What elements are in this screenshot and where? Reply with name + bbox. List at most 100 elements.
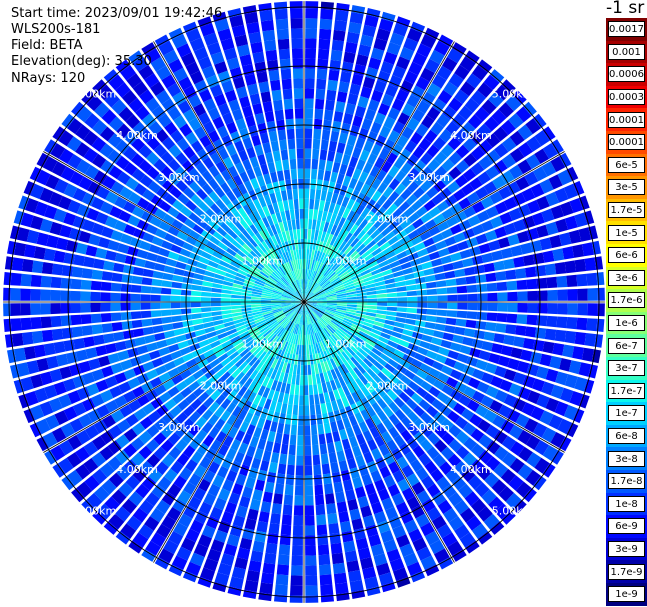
ring-label: 2.00km [200, 213, 242, 226]
range-bin [71, 326, 83, 338]
range-bin [85, 245, 98, 257]
range-bin [419, 254, 431, 264]
range-bin [108, 165, 123, 180]
range-bin [168, 418, 181, 432]
range-bin [416, 248, 429, 258]
range-bin [53, 381, 67, 396]
range-bin [264, 111, 275, 123]
range-bin [141, 318, 153, 327]
range-bin [305, 291, 312, 300]
range-bin [172, 498, 187, 513]
range-bin [144, 73, 160, 88]
range-bin [113, 331, 125, 342]
range-bin [261, 307, 272, 311]
range-bin [173, 475, 187, 489]
range-bin [259, 363, 268, 374]
range-bin [508, 208, 522, 221]
range-bin [260, 19, 275, 32]
range-bin [272, 150, 281, 162]
range-bin [308, 344, 313, 355]
range-bin [153, 432, 167, 446]
range-bin [281, 190, 288, 201]
range-bin [87, 181, 102, 195]
range-bin [262, 341, 271, 351]
range-bin [356, 295, 367, 299]
range-bin [272, 202, 280, 214]
range-bin [75, 124, 91, 140]
range-bin [120, 311, 132, 321]
range-bin [203, 32, 219, 46]
range-bin [287, 285, 295, 294]
range-bin [291, 38, 303, 49]
range-bin [250, 299, 261, 302]
range-bin [300, 314, 303, 325]
range-bin [305, 304, 312, 313]
range-bin [351, 73, 364, 86]
range-bin [311, 283, 319, 292]
range-bin [244, 518, 257, 531]
range-bin [331, 334, 340, 344]
range-bin [412, 52, 428, 67]
range-bin [518, 142, 533, 158]
range-bin [251, 265, 261, 273]
range-bin [407, 229, 420, 240]
range-bin [277, 254, 285, 265]
range-bin [320, 264, 328, 275]
range-bin [448, 166, 462, 180]
range-bin [306, 293, 314, 301]
range-bin [500, 170, 515, 185]
range-bin [214, 323, 225, 331]
range-bin [313, 464, 322, 476]
range-ring [185, 183, 423, 421]
range-bin [204, 143, 217, 157]
range-bin [330, 369, 338, 380]
range-bin [279, 317, 288, 326]
range-bin [149, 216, 163, 228]
range-bin [293, 334, 297, 345]
range-bin [228, 99, 241, 112]
range-bin [274, 233, 282, 245]
range-bin [212, 315, 223, 321]
range-bin [231, 24, 246, 38]
range-bin [493, 430, 508, 445]
range-bin [256, 71, 268, 84]
range-bin [378, 18, 394, 32]
range-bin [110, 181, 125, 195]
range-bin [587, 288, 598, 301]
range-bin [270, 79, 281, 91]
range-bin [394, 170, 407, 183]
range-bin [265, 440, 274, 452]
range-bin [456, 310, 468, 319]
range-bin [315, 494, 325, 506]
range-bin [455, 416, 469, 430]
range-bin [139, 416, 153, 430]
range-bin [242, 364, 252, 375]
range-bin [316, 299, 327, 302]
range-bin [274, 312, 284, 319]
range-bin [250, 550, 264, 563]
range-bin [218, 443, 230, 457]
range-bin [552, 342, 565, 356]
range-bin [566, 422, 579, 438]
range-bin [515, 176, 530, 191]
range-bin [507, 303, 518, 313]
range-bin [200, 567, 215, 581]
range-bin [385, 283, 396, 289]
range-bin [467, 475, 483, 490]
range-bin [304, 258, 307, 269]
range-bin [466, 284, 478, 293]
range-bin [318, 433, 326, 445]
range-bin [217, 70, 231, 84]
range-bin [534, 327, 547, 339]
range-bin [277, 281, 286, 289]
range-bin [131, 275, 143, 285]
range-bin [31, 330, 44, 344]
range-bin [271, 295, 282, 299]
range-bin [301, 345, 304, 356]
range-bin [396, 56, 411, 70]
range-bin [136, 373, 150, 385]
range-bin [297, 334, 301, 345]
range-bin [287, 310, 295, 319]
range-bin [16, 362, 30, 377]
range-bin [255, 260, 265, 269]
